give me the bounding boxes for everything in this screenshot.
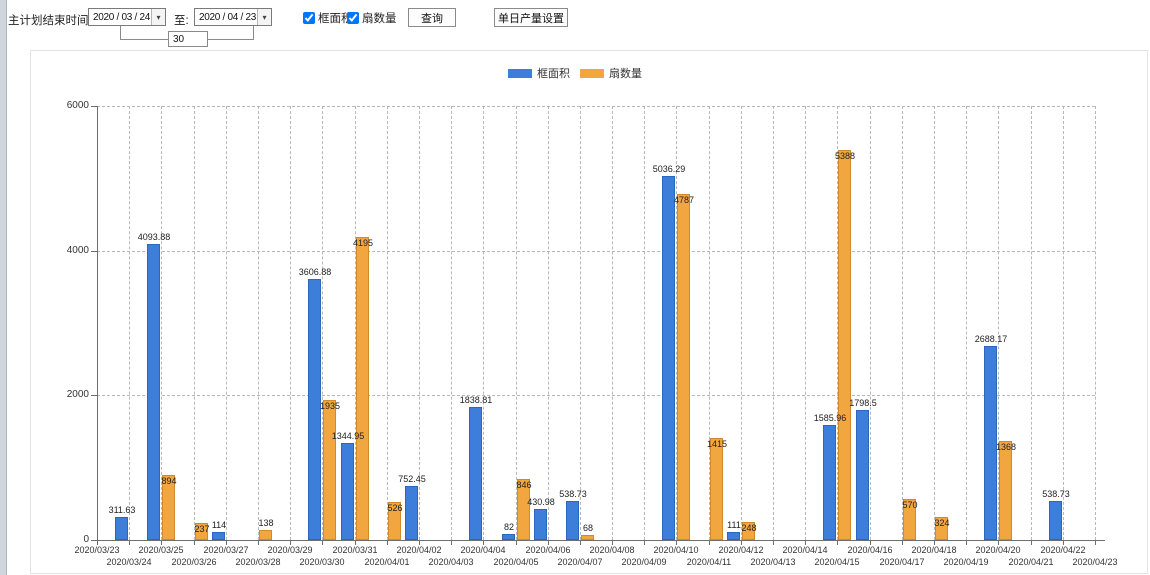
query-button[interactable]: 查询 xyxy=(408,8,456,27)
fan-count-checkbox-label: 扇数量 xyxy=(362,13,397,25)
fan-count-checkbox-input[interactable] xyxy=(347,12,359,24)
start-date-picker[interactable]: 2020 / 03 / 24 ▾ xyxy=(88,8,166,26)
chart-legend: 框面积 扇数量 xyxy=(0,66,1150,80)
frame-area-checkbox-label: 框面积 xyxy=(318,13,353,25)
left-panel-edge xyxy=(0,0,7,575)
end-date-value: 2020 / 04 / 23 xyxy=(199,11,256,23)
start-date-dropdown-icon[interactable]: ▾ xyxy=(151,9,165,25)
start-date-value: 2020 / 03 / 24 xyxy=(93,11,150,23)
end-time-label: 主计划结束时间: xyxy=(8,15,92,27)
frame-area-checkbox[interactable]: 框面积 xyxy=(303,10,353,26)
frame-area-checkbox-input[interactable] xyxy=(303,12,315,24)
legend-swatch-frame-area xyxy=(508,68,532,78)
end-date-dropdown-icon[interactable]: ▾ xyxy=(257,9,271,25)
toolbar: 主计划结束时间: 2020 / 03 / 24 ▾ 至: 2020 / 04 /… xyxy=(0,0,1150,52)
legend-label-frame-area: 框面积 xyxy=(537,68,570,80)
to-label: 至: xyxy=(174,15,189,27)
legend-label-fan-count: 扇数量 xyxy=(609,68,642,80)
legend-swatch-fan-count xyxy=(580,68,604,78)
daily-output-button[interactable]: 单日产量设置 xyxy=(494,8,568,27)
legend-entry-frame-area: 框面积 xyxy=(508,65,570,81)
legend-entry-fan-count: 扇数量 xyxy=(580,65,642,81)
fan-count-checkbox[interactable]: 扇数量 xyxy=(347,10,397,26)
interval-days-input[interactable] xyxy=(168,31,208,47)
chart-panel xyxy=(30,50,1148,574)
end-date-picker[interactable]: 2020 / 04 / 23 ▾ xyxy=(194,8,272,26)
